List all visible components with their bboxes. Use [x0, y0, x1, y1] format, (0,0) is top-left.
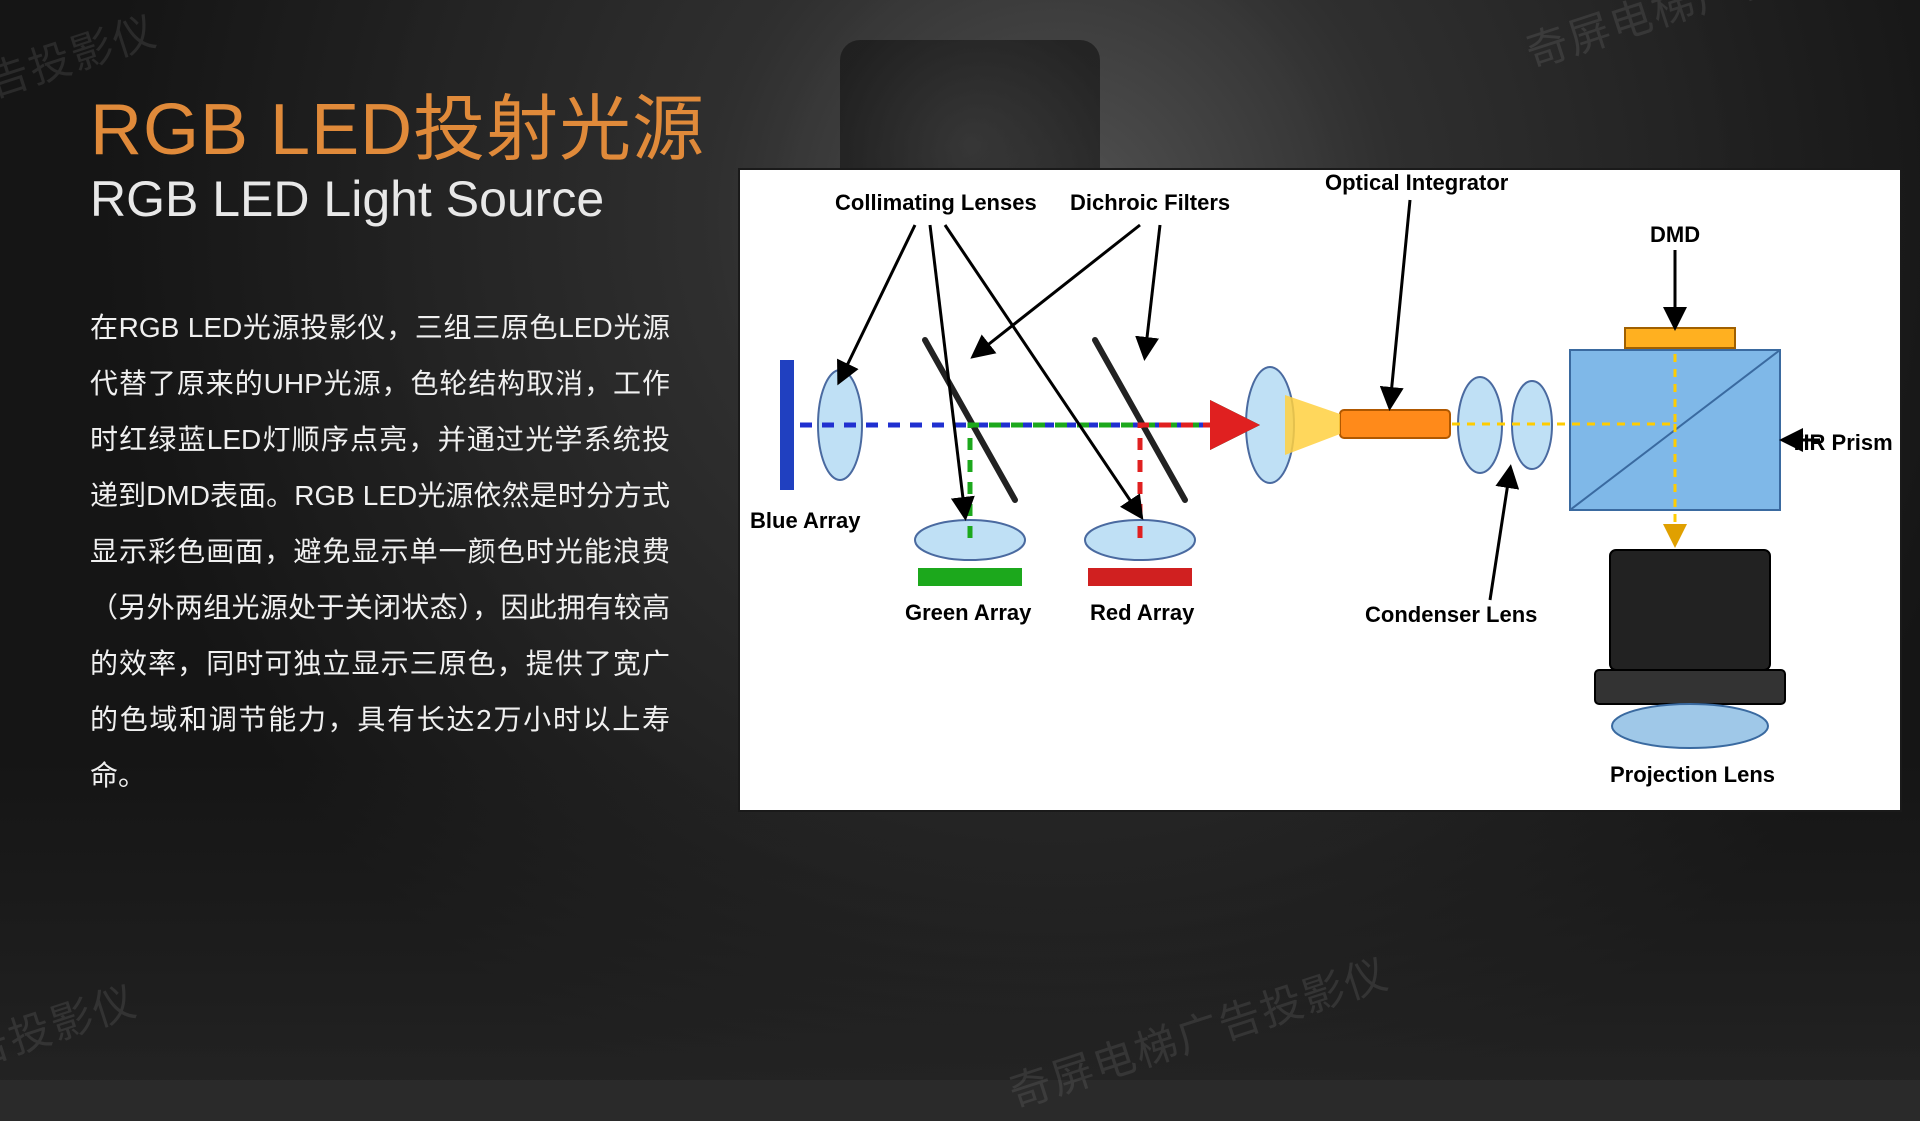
- label-green-array: Green Array: [905, 600, 1031, 626]
- label-dichroic-filters: Dichroic Filters: [1070, 190, 1230, 216]
- label-blue-array: Blue Array: [750, 508, 860, 534]
- label-optical-integrator: Optical Integrator: [1325, 170, 1508, 196]
- description-paragraph: 在RGB LED光源投影仪，三组三原色LED光源代替了原来的UHP光源，色轮结构…: [90, 300, 670, 804]
- label-projection-lens: Projection Lens: [1610, 762, 1775, 788]
- diagram-svg: [740, 170, 1900, 810]
- label-condenser-lens: Condenser Lens: [1365, 602, 1537, 628]
- label-tir-prism: TIR Prism: [1790, 430, 1893, 456]
- title-chinese: RGB LED投射光源: [90, 70, 705, 175]
- label-collimating-lenses: Collimating Lenses: [835, 190, 1037, 216]
- label-dmd: DMD: [1650, 222, 1700, 248]
- title-english: RGB LED Light Source: [90, 170, 604, 228]
- optical-path-diagram: Collimating Lenses Dichroic Filters Opti…: [740, 170, 1900, 810]
- label-red-array: Red Array: [1090, 600, 1194, 626]
